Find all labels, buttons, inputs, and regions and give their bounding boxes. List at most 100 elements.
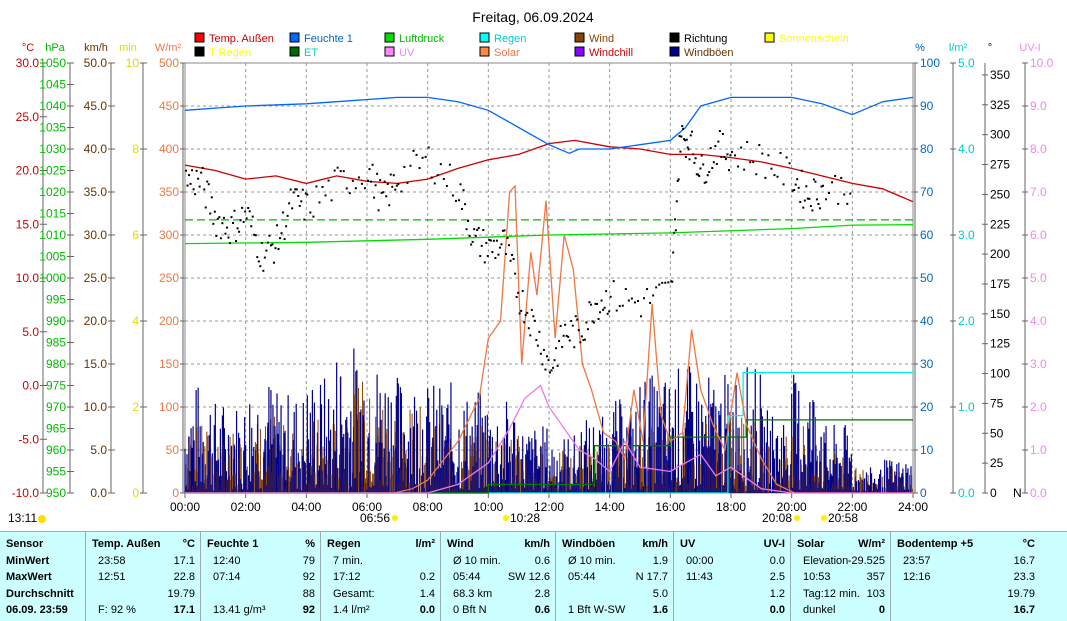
y-tick-label: 7.0: [1030, 185, 1047, 199]
direction-point: [433, 182, 436, 185]
table-row: 17:12 0.2: [321, 569, 441, 585]
direction-point: [809, 205, 812, 208]
direction-point: [700, 154, 703, 157]
legend-label: Solar: [494, 47, 520, 59]
direction-point: [233, 209, 236, 212]
direction-point: [558, 339, 561, 342]
direction-point: [831, 181, 834, 184]
direction-point: [586, 328, 589, 331]
direction-point: [373, 196, 376, 199]
direction-point: [315, 185, 318, 188]
y-tick-label: 300: [990, 128, 1010, 142]
y-tick-label: 0: [132, 486, 139, 500]
cell-value: km/h: [524, 538, 550, 550]
table-row: 0 Bft N 0.6: [441, 602, 556, 618]
direction-point: [812, 178, 815, 181]
direction-point: [494, 256, 497, 259]
direction-point: [849, 192, 852, 195]
direction-point: [379, 179, 382, 182]
y-tick-label: 8.0: [1030, 142, 1047, 156]
marker-time-sunrise: 06:56: [360, 511, 390, 525]
direction-point: [803, 199, 806, 202]
direction-point: [724, 158, 727, 161]
direction-point: [640, 315, 642, 318]
cell-value: km/h: [642, 538, 668, 550]
direction-point: [521, 290, 524, 293]
cell-label: 05:44: [453, 571, 481, 583]
cell-label: 12:51: [98, 571, 126, 583]
direction-point: [272, 261, 275, 264]
table-row: 05:44 SW 12.6: [441, 569, 556, 585]
y-tick-label: 0: [920, 486, 927, 500]
direction-point: [492, 239, 495, 242]
direction-point: [491, 251, 494, 254]
y-tick-label: 500: [159, 56, 179, 70]
direction-point: [652, 294, 655, 297]
cell-label: UV: [680, 538, 696, 550]
direction-point: [743, 168, 746, 171]
direction-point: [274, 247, 277, 250]
direction-point: [694, 157, 697, 160]
direction-point: [677, 178, 680, 181]
table-row: 5.0: [556, 586, 674, 602]
legend-label: ET: [304, 47, 318, 59]
direction-point: [204, 206, 207, 209]
direction-point: [418, 167, 421, 170]
table-row: 23:57 16.7: [891, 553, 1041, 569]
direction-point: [500, 243, 503, 246]
cell-label: Tag:12 min.: [803, 587, 860, 600]
legend-swatch: [479, 46, 490, 57]
table-row: Windböen km/h: [556, 536, 674, 552]
y-tick-label: 40.0: [84, 142, 108, 156]
direction-point: [363, 187, 366, 190]
direction-point: [796, 178, 799, 181]
cell-value: 0.0: [769, 554, 785, 567]
direction-point: [488, 238, 491, 241]
direction-point: [715, 163, 718, 166]
direction-point: [244, 210, 247, 213]
table-row: UV UV-I: [674, 536, 791, 552]
direction-point: [749, 161, 752, 164]
direction-point: [618, 305, 621, 308]
direction-point: [550, 369, 553, 372]
cell-label: Sensor: [6, 538, 44, 550]
direction-point: [767, 154, 770, 157]
direction-point: [192, 188, 195, 191]
y-tick-label: 50: [166, 443, 180, 457]
direction-point: [367, 179, 369, 182]
y-tick-label: 950: [46, 486, 66, 500]
y-tick-label: 250: [990, 187, 1010, 201]
legend-swatch: [384, 32, 395, 43]
direction-point: [330, 199, 333, 202]
direction-point: [464, 203, 467, 206]
y-axis-unit: UV-I: [1019, 42, 1040, 54]
direction-point: [427, 146, 430, 149]
y-tick-label: 50: [990, 426, 1004, 440]
direction-point: [482, 229, 485, 232]
table-row: 88: [201, 586, 321, 602]
direction-point: [606, 312, 609, 315]
direction-point: [561, 346, 564, 349]
cell-label: Solar: [797, 538, 825, 550]
x-tick-label: 24:00: [898, 500, 928, 514]
direction-point: [785, 156, 788, 159]
y-tick-label: 90: [920, 99, 934, 113]
cell-value: 0: [878, 604, 885, 616]
direction-point: [259, 265, 262, 268]
direction-point: [818, 207, 821, 210]
legend-label: Wind: [589, 33, 614, 45]
direction-point: [351, 179, 354, 182]
table-row: Ø 10 min. 1.9: [556, 553, 674, 569]
direction-point: [280, 232, 283, 235]
direction-point: [681, 125, 684, 128]
legend-swatch: [574, 46, 585, 57]
direction-point: [277, 248, 280, 251]
direction-point: [219, 237, 222, 240]
table-row: 19.79: [86, 586, 201, 602]
table-row: 12:16 23.3: [891, 569, 1041, 585]
y-tick-label: 400: [159, 142, 179, 156]
cell-label: 0 Bft N: [453, 604, 487, 616]
cell-value: 5.0: [652, 587, 668, 600]
direction-point: [643, 297, 646, 300]
direction-point: [599, 311, 602, 314]
